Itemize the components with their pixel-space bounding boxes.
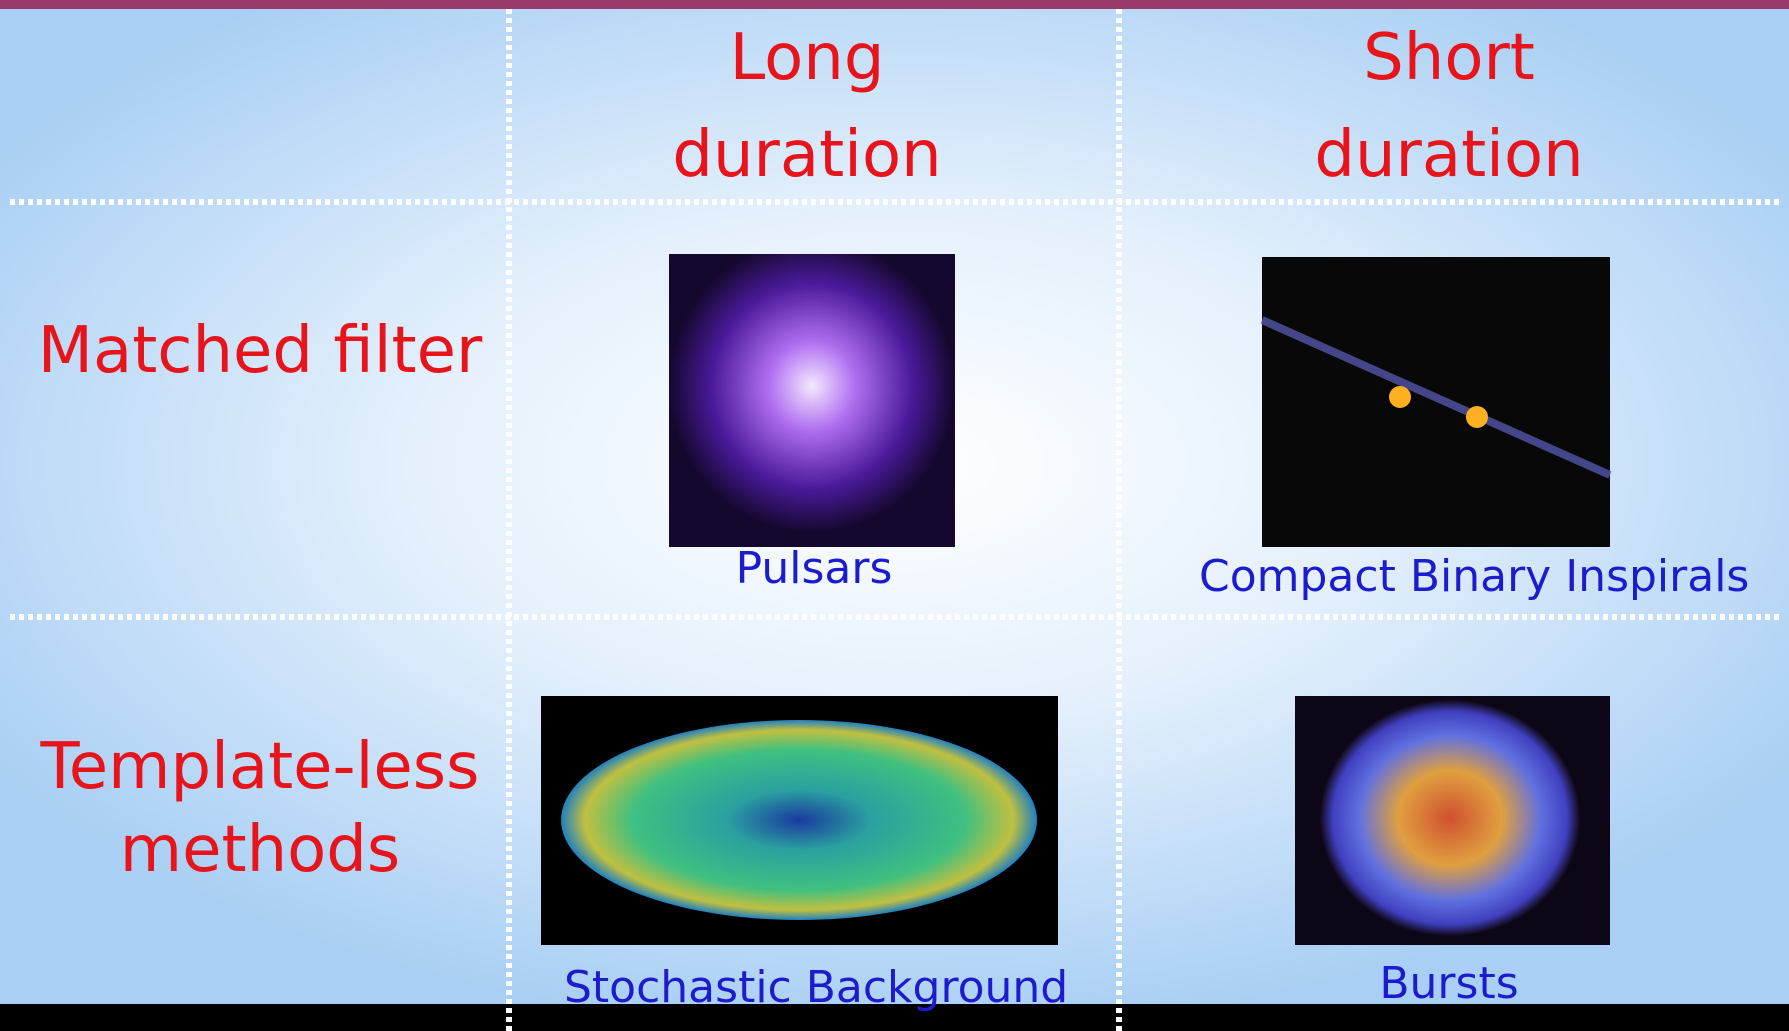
cell-caption: Compact Binary Inspirals bbox=[1199, 551, 1750, 602]
row-header: Matched filter bbox=[37, 314, 483, 388]
cell-caption: Pulsars bbox=[735, 543, 893, 594]
column-header: Short duration bbox=[1314, 21, 1584, 192]
cell-caption: Stochastic Background bbox=[564, 962, 1069, 1013]
cell-caption: Bursts bbox=[1379, 958, 1519, 1009]
row-header: Template-less methods bbox=[40, 730, 480, 887]
column-header: Long duration bbox=[672, 21, 942, 192]
